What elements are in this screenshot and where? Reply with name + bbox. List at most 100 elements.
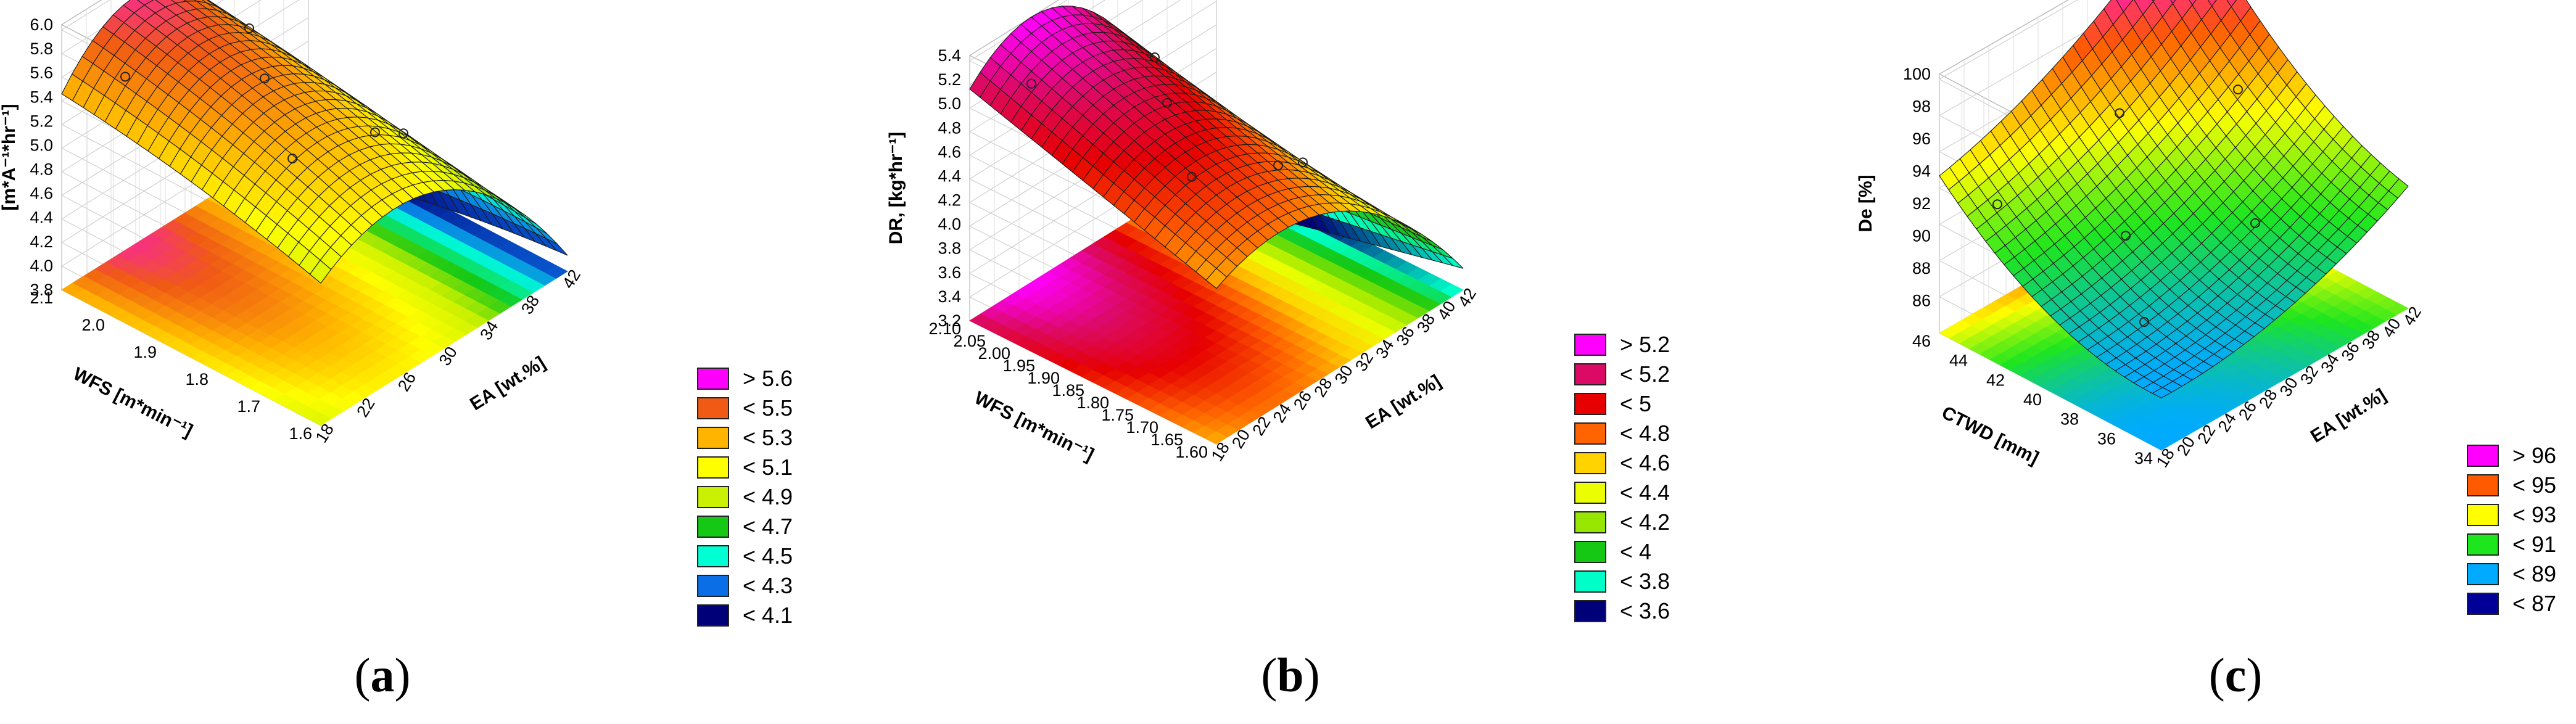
surface-cell (2388, 178, 2409, 199)
legend-label: < 4.5 (743, 543, 793, 569)
surface-cell (2226, 0, 2237, 7)
surface-cell (2170, 0, 2176, 4)
legend-label: < 4.1 (743, 603, 793, 628)
y-tick-label: 1.70 (1126, 418, 1158, 437)
caption-c: (c) (2208, 648, 2263, 702)
y-tick-label: 36 (2097, 429, 2116, 448)
legend-entry: < 4.8 (1574, 419, 1670, 448)
chart-c-plot: 8688909294969810034363840424446182022242… (1856, 0, 2425, 471)
z-tick-label: 4.6 (938, 142, 961, 161)
legend-entry: < 4.4 (1574, 478, 1670, 508)
legend-entry: < 4.2 (1574, 508, 1670, 537)
legend-entry: > 96 (2467, 441, 2556, 471)
chart-panel-a: 3.8 4.0 4.2 4.4 4.6 4.8 5.0 5.2 5.4 5.6 5.8 6.0 1.6 1… (0, 0, 859, 724)
legend-swatch (1574, 541, 1606, 563)
z-tick-label: 4.8 (938, 118, 961, 137)
chart-b-plot: 3.2 3.4 3.6 3.8 4.0 4.2 4.4 4.6 4.8 5.0 5.2 5.4 1.60… (886, 0, 1480, 465)
legend-a: > 5.6 < 5.5 < 5.3 < 5.1 < 4.9 < 4.7 < 4.5 < 4.3… (697, 364, 793, 630)
z-tick-label: 4.0 (30, 257, 53, 275)
z-tick-label: 3.2 (938, 311, 961, 330)
z-tick-label: 4.6 (30, 184, 53, 203)
z-tick-label: 88 (1912, 259, 1931, 278)
legend-label: < 4.8 (1620, 421, 1670, 446)
z-tick-label: 5.4 (30, 88, 53, 106)
legend-label: < 5 (1620, 391, 1652, 416)
design-point-marker (2250, 218, 2260, 228)
y-tick-label: 1.8 (185, 370, 208, 389)
legend-label: < 5.3 (743, 425, 793, 450)
legend-swatch (2467, 533, 2499, 556)
legend-label: > 5.6 (743, 366, 793, 391)
z-tick-label: 4.2 (30, 232, 53, 251)
legend-entry: < 91 (2467, 530, 2556, 559)
legend-swatch (1574, 363, 1606, 385)
design-point-marker (244, 23, 254, 33)
legend-entry: < 3.6 (1574, 596, 1670, 626)
legend-swatch (697, 368, 729, 390)
z-tick-label: 3.6 (938, 263, 961, 282)
z-tick-label: 92 (1912, 194, 1931, 213)
legend-swatch (697, 545, 729, 567)
design-point-marker (1273, 160, 1283, 171)
legend-swatch (697, 575, 729, 597)
legend-swatch (2467, 474, 2499, 496)
caption-a: (a) (354, 648, 411, 702)
legend-swatch (1574, 393, 1606, 415)
z-tick-label: 3.8 (30, 281, 53, 299)
z-axis-title-units: [m*A⁻¹*hr⁻¹] (0, 104, 19, 210)
legend-entry: < 95 (2467, 471, 2556, 500)
y-tick-label: 42 (1986, 371, 2005, 389)
legend-entry: > 5.2 (1574, 330, 1670, 360)
design-point-marker (120, 72, 130, 82)
design-point-marker (1162, 97, 1172, 108)
legend-entry: < 5.3 (697, 423, 793, 453)
legend-swatch (2467, 593, 2499, 615)
legend-entry: < 89 (2467, 559, 2556, 589)
design-point-marker (2115, 108, 2124, 118)
plot-area-b: 3.2 3.4 3.6 3.8 4.0 4.2 4.4 4.6 4.8 5.0 5.2 5.4 1.60… (886, 0, 1480, 465)
z-tick-label: 4.0 (938, 215, 961, 234)
legend-label: < 4.6 (1620, 450, 1670, 475)
y-tick-label: 44 (1949, 352, 1968, 370)
legend-entry: < 4.6 (1574, 448, 1670, 478)
z-tick-label: 5.0 (938, 94, 961, 113)
legend-swatch (2467, 563, 2499, 585)
plot-area-c: 8688909294969810034363840424446182022242… (1856, 0, 2425, 471)
floor-contour-cell (2386, 302, 2409, 315)
y-tick-label: 46 (1912, 332, 1931, 350)
legend-entry: < 5.1 (697, 453, 793, 482)
design-point-marker (1992, 199, 2002, 210)
z-tick-label: 4.8 (30, 160, 53, 179)
z-tick-label: 4.2 (938, 191, 961, 210)
legend-label: < 3.8 (1620, 569, 1670, 594)
z-tick-label: 98 (1912, 97, 1931, 116)
x-axis-title: EA [wt.%] (466, 353, 549, 415)
legend-entry: < 5 (1574, 389, 1670, 419)
y-tick-label: 1.9 (133, 343, 157, 361)
z-tick-label: 4.4 (30, 208, 53, 227)
legend-label: < 4.2 (1620, 509, 1670, 535)
legend-entry: < 5.2 (1574, 360, 1670, 389)
surface-cell (546, 238, 568, 256)
z-tick-label: 94 (1912, 162, 1931, 181)
y-tick-label: 1.7 (237, 397, 260, 416)
y-tick-label: 1.65 (1150, 430, 1183, 449)
floor-contour-cell (543, 265, 568, 279)
legend-swatch (1574, 482, 1606, 504)
z-tick-label: 3.4 (938, 287, 961, 306)
y-tick-label: 1.90 (1027, 369, 1060, 387)
legend-label: < 5.1 (743, 455, 793, 480)
y-axis-title: WFS [m*min⁻¹] (70, 364, 196, 442)
legend-label: < 4.9 (743, 484, 793, 509)
legend-swatch (697, 397, 729, 419)
chart-panel-c: 86 88 90 92 94 96 98 100 34 36 38 40 42 44 46 18 20 22 24 2… (1717, 0, 2576, 724)
y-tick-label: 40 (2023, 390, 2042, 409)
y-tick-label: 1.60 (1175, 443, 1208, 461)
y-tick-label: 2.1 (30, 289, 53, 307)
y-tick-label: 1.85 (1052, 381, 1084, 400)
legend-swatch (1574, 422, 1606, 445)
y-tick-label: 2.00 (978, 344, 1010, 363)
chart-panel-b: 3.2 3.4 3.6 3.8 4.0 4.2 4.4 4.6 4.8 5.0 5.2 5.4 1.60… (859, 0, 1717, 724)
legend-label: < 87 (2512, 591, 2557, 616)
legend-swatch (2467, 504, 2499, 526)
